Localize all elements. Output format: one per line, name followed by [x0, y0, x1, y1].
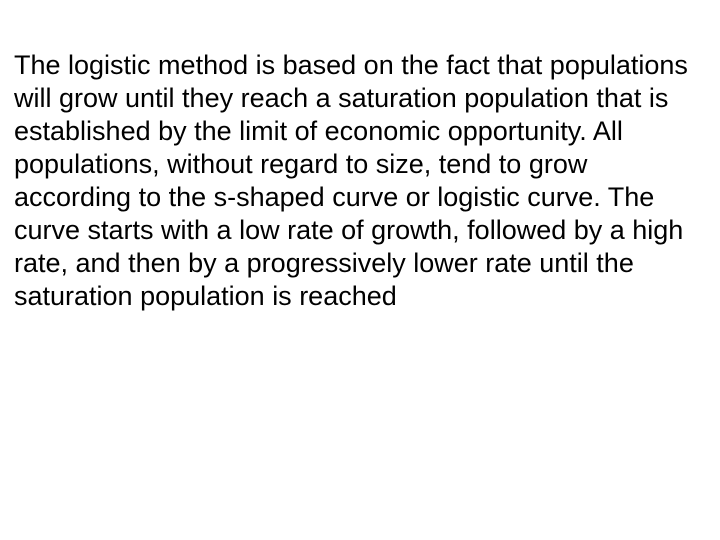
body-paragraph: The logistic method is based on the fact…: [14, 49, 702, 313]
slide-page: The logistic method is based on the fact…: [0, 0, 720, 540]
